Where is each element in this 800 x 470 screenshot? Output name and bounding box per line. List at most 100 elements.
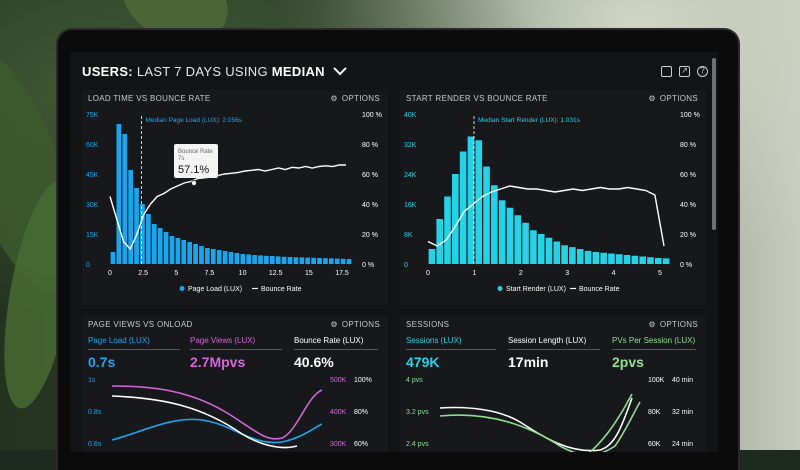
options-label: OPTIONS — [341, 94, 380, 103]
histogram-bar — [428, 249, 436, 264]
histogram-bar — [436, 219, 444, 264]
x-tick-label: 17.5 — [335, 270, 349, 277]
histogram-bar — [631, 255, 639, 264]
metric-value-bounce-rate: 40.6% — [294, 354, 334, 370]
histogram-bar — [175, 238, 181, 264]
y2-tick-label: 60 % — [680, 172, 696, 179]
histogram-bar — [522, 222, 529, 264]
histogram-bar — [275, 256, 281, 264]
histogram-bar — [140, 204, 145, 264]
histogram-bar — [258, 255, 263, 264]
y2-tick-label: 20 % — [680, 232, 696, 239]
y-tick-label: 60K — [86, 142, 99, 149]
options-label: OPTIONS — [659, 94, 698, 103]
title-suffix: MEDIAN — [271, 64, 325, 79]
histogram-bar — [545, 237, 553, 264]
y2-tick-label: 300K — [330, 441, 347, 448]
metric-value-sessions: 479K — [406, 354, 440, 370]
metric-value-pvs-per-session: 2pvs — [612, 354, 644, 370]
y2-tick-label: 40 % — [680, 202, 696, 209]
y-tick-label: 30K — [86, 202, 99, 209]
y3-tick-label: 80% — [354, 409, 368, 416]
bounce-rate-line — [111, 395, 298, 449]
y-tick-label: 3.2 pvs — [406, 409, 429, 416]
y2-tick-label: 100K — [648, 377, 665, 384]
monitor-icon[interactable] — [661, 66, 672, 77]
y-tick-label: 75K — [86, 112, 99, 119]
gear-icon: ⚙ — [648, 320, 656, 329]
legend-swatch-bars — [497, 286, 503, 291]
y-tick-label: 4 pvs — [406, 377, 423, 384]
histogram-bar — [498, 200, 506, 264]
y-tick-label: 45K — [86, 172, 99, 179]
y2-tick-label: 0 % — [362, 262, 374, 269]
y3-tick-label: 40 min — [672, 377, 693, 384]
scrollbar[interactable] — [712, 58, 716, 230]
render-vs-bounce-panel: START RENDER VS BOUNCE RATE ⚙ OPTIONS 40K… — [400, 90, 706, 305]
metric-divider — [190, 349, 282, 350]
options-button[interactable]: ⚙ OPTIONS — [330, 320, 380, 329]
histogram-bar — [110, 252, 116, 264]
sessions-chart: 4 pvs 3.2 pvs 2.4 pvs 100K 80K 60K 40 min 32 mi… — [406, 377, 693, 452]
session-length-line — [588, 393, 633, 452]
options-button[interactable]: ⚙ OPTIONS — [648, 94, 698, 103]
histogram-bar — [346, 259, 352, 264]
y2-tick-label: 20 % — [362, 232, 378, 239]
histogram-bar — [151, 224, 157, 264]
share-icon[interactable]: ↗ — [679, 66, 690, 77]
sessions-line — [439, 397, 633, 452]
y-tick-label: 1s — [88, 377, 96, 384]
y2-tick-label: 60K — [648, 441, 661, 448]
y3-tick-label: 32 min — [672, 409, 693, 416]
options-button[interactable]: ⚙ OPTIONS — [648, 320, 698, 329]
histogram-bar — [553, 241, 561, 264]
chevron-down-icon[interactable] — [333, 66, 347, 76]
y-tick-label: 15K — [86, 232, 99, 239]
panel-title: LOAD TIME VS BOUNCE RATE — [88, 94, 211, 103]
histogram-bar — [340, 258, 346, 264]
histogram-bar — [475, 140, 483, 264]
x-tick-label: 0 — [108, 270, 112, 277]
histogram-bar — [193, 244, 198, 264]
legend-label-bars: Page Load (LUX) — [188, 286, 242, 293]
metric-label-pvs-per-session: PVs Per Session (LUX) — [612, 336, 696, 345]
x-tick-label: 15 — [305, 270, 313, 277]
histogram-bar — [654, 258, 662, 264]
median-label: Median Page Load (LUX): 2.056s — [145, 117, 242, 124]
x-tick-label: 1 — [472, 270, 476, 277]
pvs-per-session-line — [439, 401, 641, 452]
page-title[interactable]: USERS: LAST 7 DAYS USING MEDIAN — [82, 64, 347, 82]
histogram-bar — [157, 228, 163, 264]
histogram-bar — [623, 255, 631, 264]
histogram-bar — [514, 215, 522, 264]
load-vs-bounce-panel: LOAD TIME VS BOUNCE RATE ⚙ OPTIONS 75K 60K… — [82, 90, 388, 305]
gear-icon: ⚙ — [648, 94, 656, 103]
legend-label-line: Bounce Rate — [579, 286, 620, 293]
y2-tick-label: 60 % — [362, 172, 378, 179]
histogram-bar — [600, 252, 607, 264]
histogram-bar — [181, 240, 187, 264]
y-tick-label: 0.6s — [88, 441, 102, 448]
histogram-bar — [311, 257, 316, 264]
histogram-bar — [530, 230, 537, 264]
histogram-bar — [210, 249, 216, 264]
help-icon[interactable]: ? — [697, 66, 708, 77]
y2-tick-label: 500K — [330, 377, 347, 384]
histogram-bar — [264, 255, 269, 264]
histogram-bar — [561, 245, 568, 264]
y-tick-label: 32K — [404, 142, 417, 149]
tooltip-label: Bounce Rate — [178, 149, 213, 155]
options-button[interactable]: ⚙ OPTIONS — [330, 94, 380, 103]
x-tick-label: 2.5 — [138, 270, 148, 277]
y3-tick-label: 60% — [354, 441, 368, 448]
panel-title: START RENDER VS BOUNCE RATE — [406, 94, 548, 103]
metric-divider — [406, 349, 496, 350]
histogram-bar — [199, 246, 204, 264]
histogram-bar — [305, 257, 311, 264]
metric-label-sessions: Sessions (LUX) — [406, 336, 462, 345]
histogram-bar — [483, 166, 490, 264]
histogram-bar — [222, 251, 228, 264]
histogram-bar — [134, 188, 139, 264]
histogram-bar — [323, 258, 328, 264]
title-middle: LAST 7 DAYS USING — [132, 64, 272, 79]
